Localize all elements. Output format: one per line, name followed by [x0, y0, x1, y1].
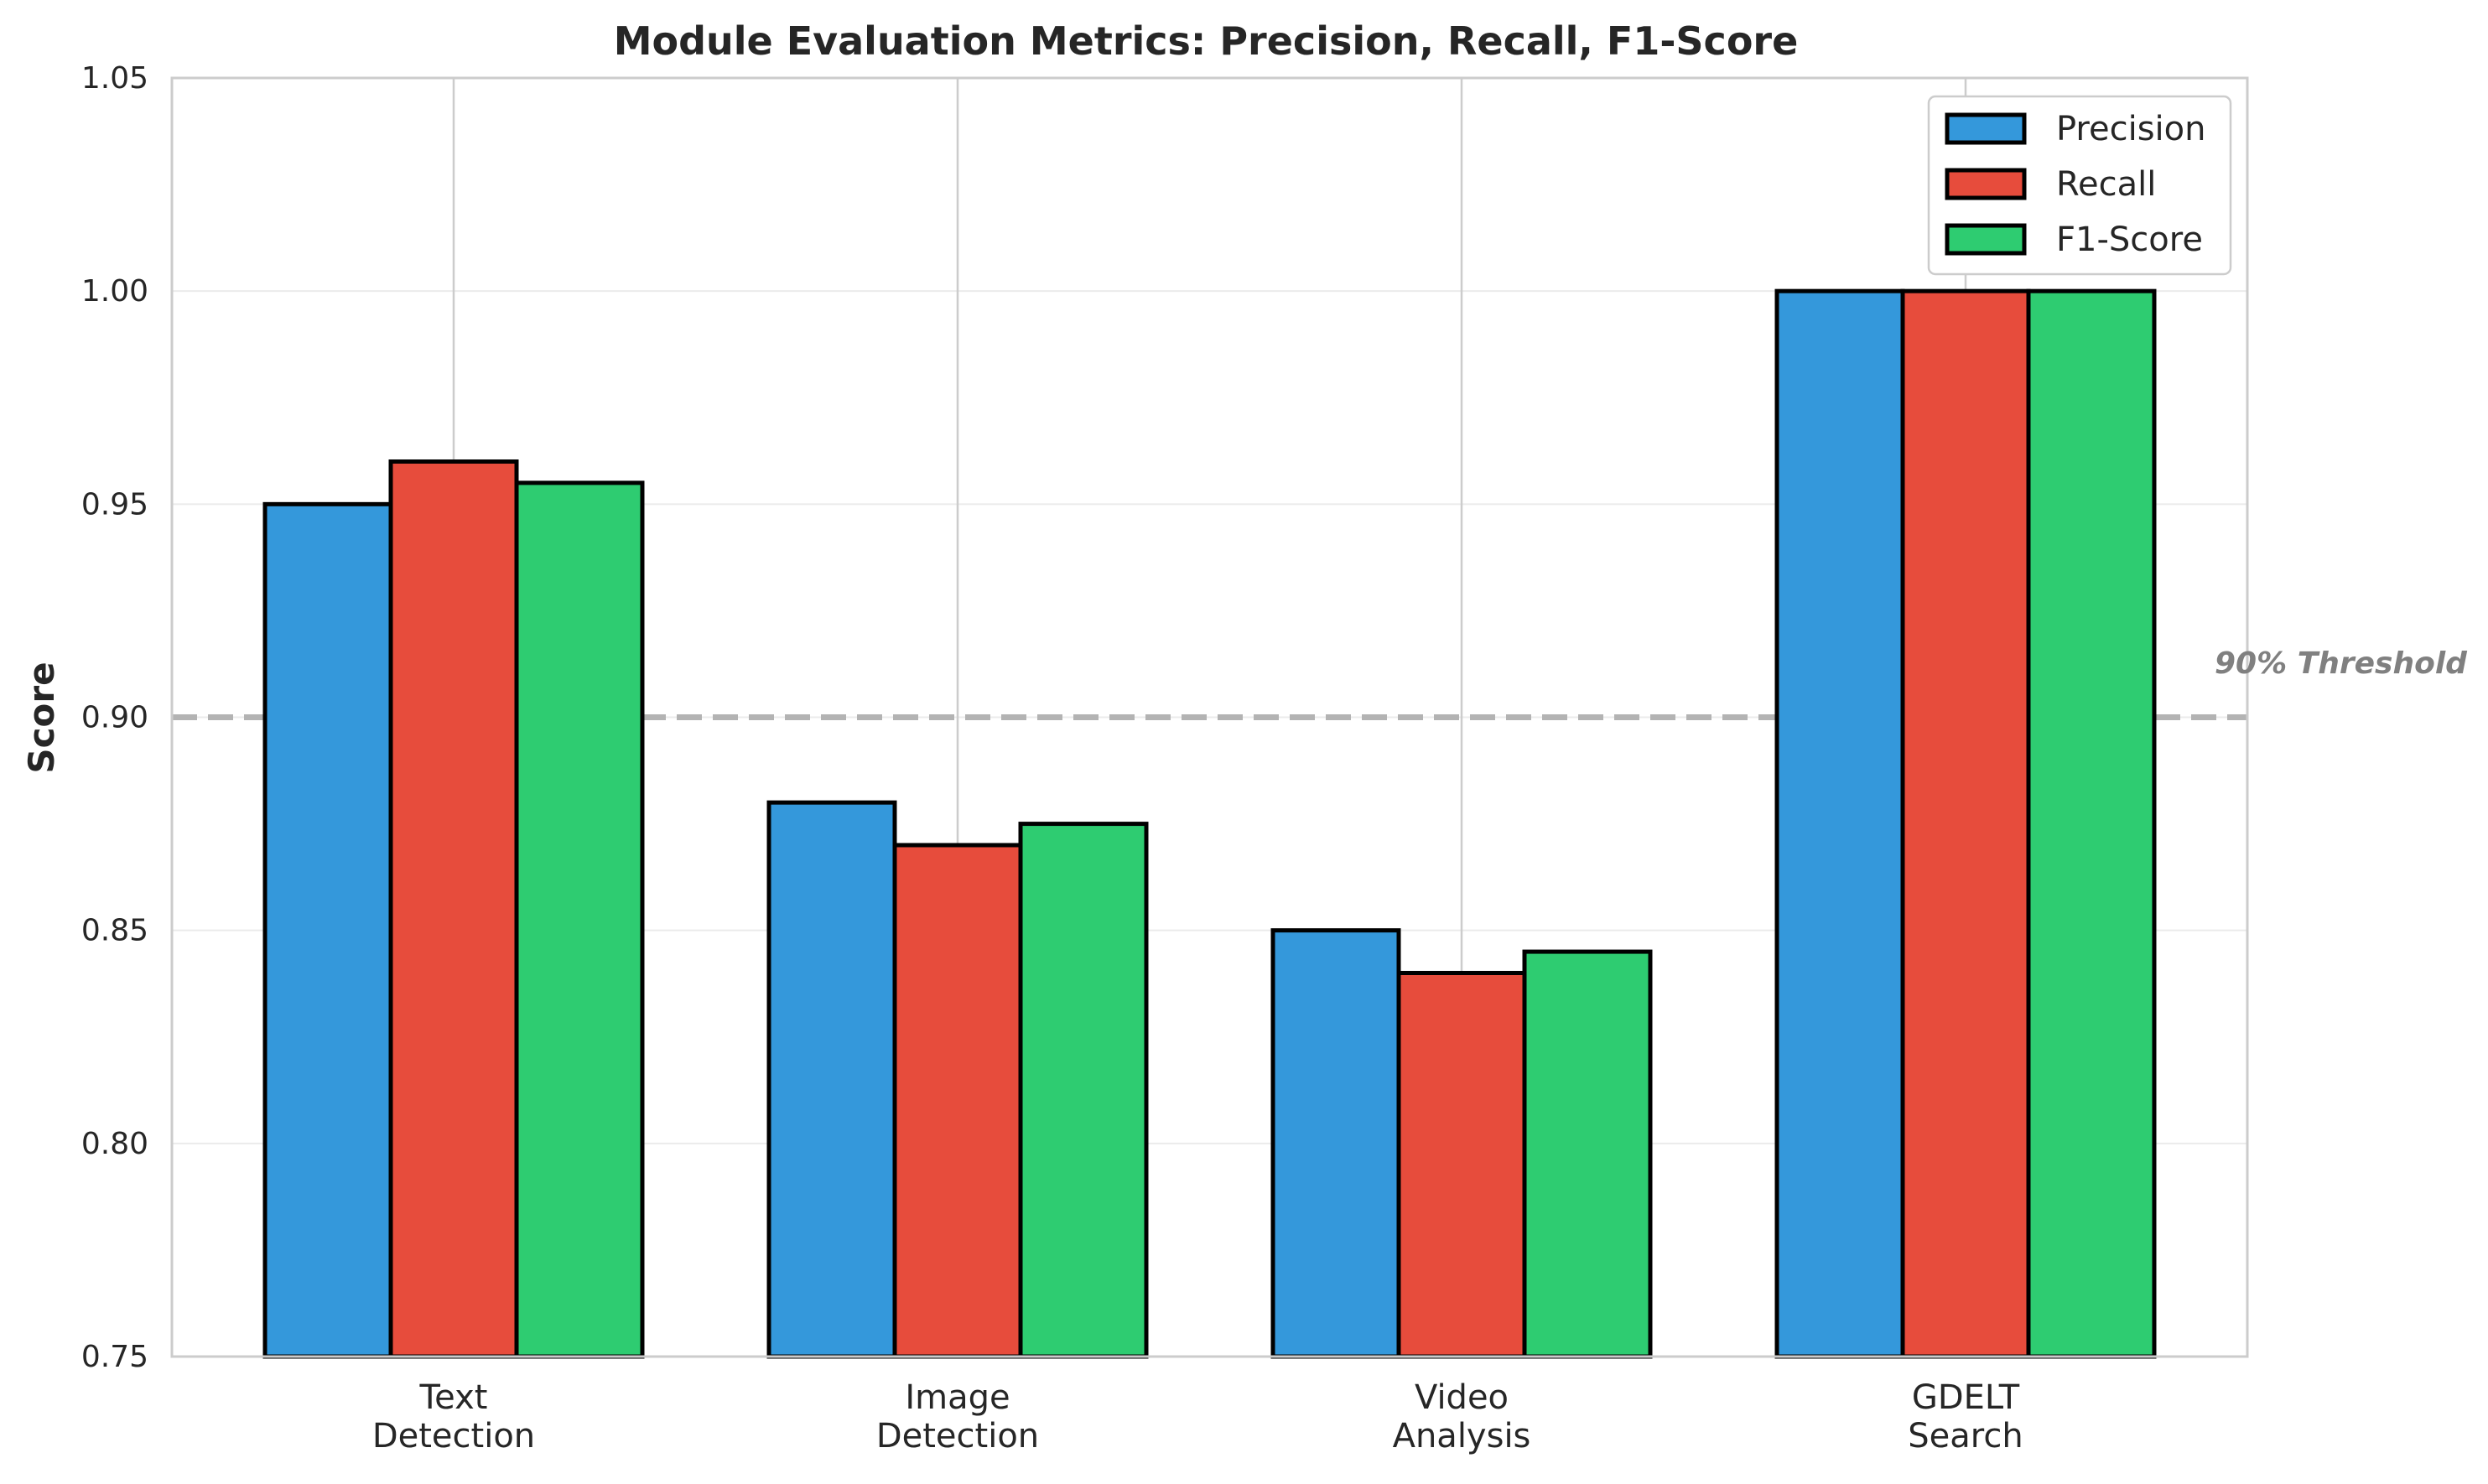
bar-f1-score: [1018, 822, 1149, 1359]
y-axis-label: Score: [21, 662, 62, 773]
x-tick-label-line: Search: [1908, 1417, 2023, 1455]
y-tick-label: 0.90: [81, 701, 148, 735]
x-tick-label: Image Detection: [876, 1378, 1039, 1455]
legend-swatch: [1945, 223, 2027, 256]
legend: Precision Recall F1-Score: [1927, 95, 2232, 276]
x-tick-label-line: GDELT: [1912, 1378, 2020, 1417]
x-tick-label-line: Video: [1415, 1378, 1509, 1417]
legend-label: Precision: [2056, 110, 2205, 148]
bar-f1-score: [514, 480, 645, 1359]
x-tick-label: Text Detection: [372, 1378, 535, 1455]
legend-swatch: [1945, 112, 2027, 145]
legend-label: F1-Score: [2056, 221, 2203, 259]
bar-recall: [1396, 971, 1527, 1359]
y-tick-label: 0.75: [81, 1340, 148, 1374]
legend-swatch: [1945, 168, 2027, 200]
x-tick-label-line: Detection: [876, 1417, 1039, 1455]
bar-recall: [892, 843, 1023, 1359]
x-tick-label-line: Analysis: [1393, 1417, 1531, 1455]
bars: [262, 288, 2157, 1359]
bar-recall: [388, 459, 519, 1359]
x-tick-label-line: Image: [905, 1378, 1010, 1417]
y-tick-label: 0.80: [81, 1127, 148, 1161]
y-tick-label: 0.95: [81, 487, 148, 521]
y-tick-label: 0.85: [81, 914, 148, 948]
y-tick-label: 1.05: [81, 61, 148, 96]
y-ticks: 0.75 0.80 0.85 0.90 0.95 1.00 1.05: [81, 61, 148, 1374]
y-tick-label: 1.00: [81, 274, 148, 309]
bar-recall: [1900, 288, 2031, 1359]
plot-frame: [170, 76, 2249, 1358]
bar-precision: [1774, 288, 1905, 1359]
threshold-label: 90% Threshold: [2215, 646, 2468, 681]
x-tick-label: GDELT Search: [1908, 1378, 2023, 1455]
legend-label: Recall: [2056, 165, 2156, 204]
bar-precision: [262, 501, 393, 1359]
bar-precision: [1270, 928, 1401, 1359]
bar-precision: [766, 800, 897, 1359]
bar-f1-score: [1522, 949, 1653, 1359]
x-tick-label-line: Detection: [372, 1417, 535, 1455]
x-tick-label-line: Text: [419, 1378, 488, 1417]
bar-f1-score: [2026, 288, 2157, 1359]
x-tick-label: Video Analysis: [1393, 1378, 1531, 1455]
chart-title: Module Evaluation Metrics: Precision, Re…: [614, 18, 1799, 64]
